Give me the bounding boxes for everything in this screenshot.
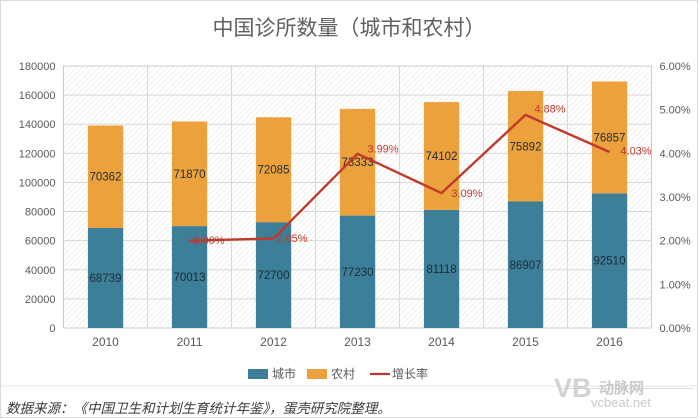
svg-text:180000: 180000 — [19, 61, 56, 73]
svg-text:120000: 120000 — [19, 148, 56, 160]
svg-text:81118: 81118 — [426, 264, 456, 276]
svg-text:40000: 40000 — [25, 265, 56, 277]
svg-text:2013: 2013 — [344, 335, 371, 349]
svg-text:2.00%: 2.00% — [193, 235, 224, 247]
svg-text:2016: 2016 — [596, 335, 623, 349]
svg-text:72085: 72085 — [258, 165, 290, 177]
svg-text:71870: 71870 — [174, 169, 206, 181]
svg-text:4.88%: 4.88% — [534, 104, 565, 116]
svg-text:2012: 2012 — [260, 335, 287, 349]
svg-text:5.00%: 5.00% — [660, 105, 691, 117]
svg-text:3.99%: 3.99% — [367, 144, 398, 156]
svg-text:80000: 80000 — [25, 207, 56, 219]
svg-text:增长率: 增长率 — [392, 366, 428, 381]
svg-text:68739: 68739 — [90, 273, 122, 285]
svg-text:2014: 2014 — [428, 335, 455, 349]
svg-text:75892: 75892 — [510, 141, 542, 153]
svg-text:74102: 74102 — [426, 151, 458, 163]
svg-text:城市: 城市 — [272, 366, 296, 381]
svg-text:1.00%: 1.00% — [660, 279, 691, 291]
svg-text:4.03%: 4.03% — [620, 146, 651, 158]
svg-text:2.05%: 2.05% — [276, 233, 307, 245]
svg-text:76857: 76857 — [594, 132, 626, 144]
svg-text:2011: 2011 — [177, 335, 203, 349]
svg-text:86907: 86907 — [510, 260, 542, 272]
svg-text:2015: 2015 — [512, 335, 539, 349]
svg-text:2.00%: 2.00% — [660, 236, 691, 248]
svg-text:3.00%: 3.00% — [660, 192, 691, 204]
svg-text:92510: 92510 — [594, 256, 626, 268]
svg-text:70362: 70362 — [90, 172, 122, 184]
svg-text:100000: 100000 — [19, 177, 56, 189]
svg-text:0: 0 — [49, 323, 55, 335]
svg-text:农村: 农村 — [331, 367, 355, 381]
svg-text:72700: 72700 — [258, 270, 290, 282]
svg-text:0.00%: 0.00% — [660, 323, 691, 335]
svg-text:140000: 140000 — [19, 119, 56, 131]
svg-text:77230: 77230 — [342, 267, 374, 279]
svg-text:4.00%: 4.00% — [660, 148, 691, 160]
svg-text:60000: 60000 — [25, 236, 56, 248]
svg-text:6.00%: 6.00% — [660, 61, 691, 73]
svg-text:70013: 70013 — [174, 272, 206, 284]
svg-text:2010: 2010 — [92, 335, 119, 349]
svg-text:20000: 20000 — [25, 294, 56, 306]
svg-text:3.09%: 3.09% — [451, 188, 482, 200]
svg-text:160000: 160000 — [19, 90, 56, 102]
